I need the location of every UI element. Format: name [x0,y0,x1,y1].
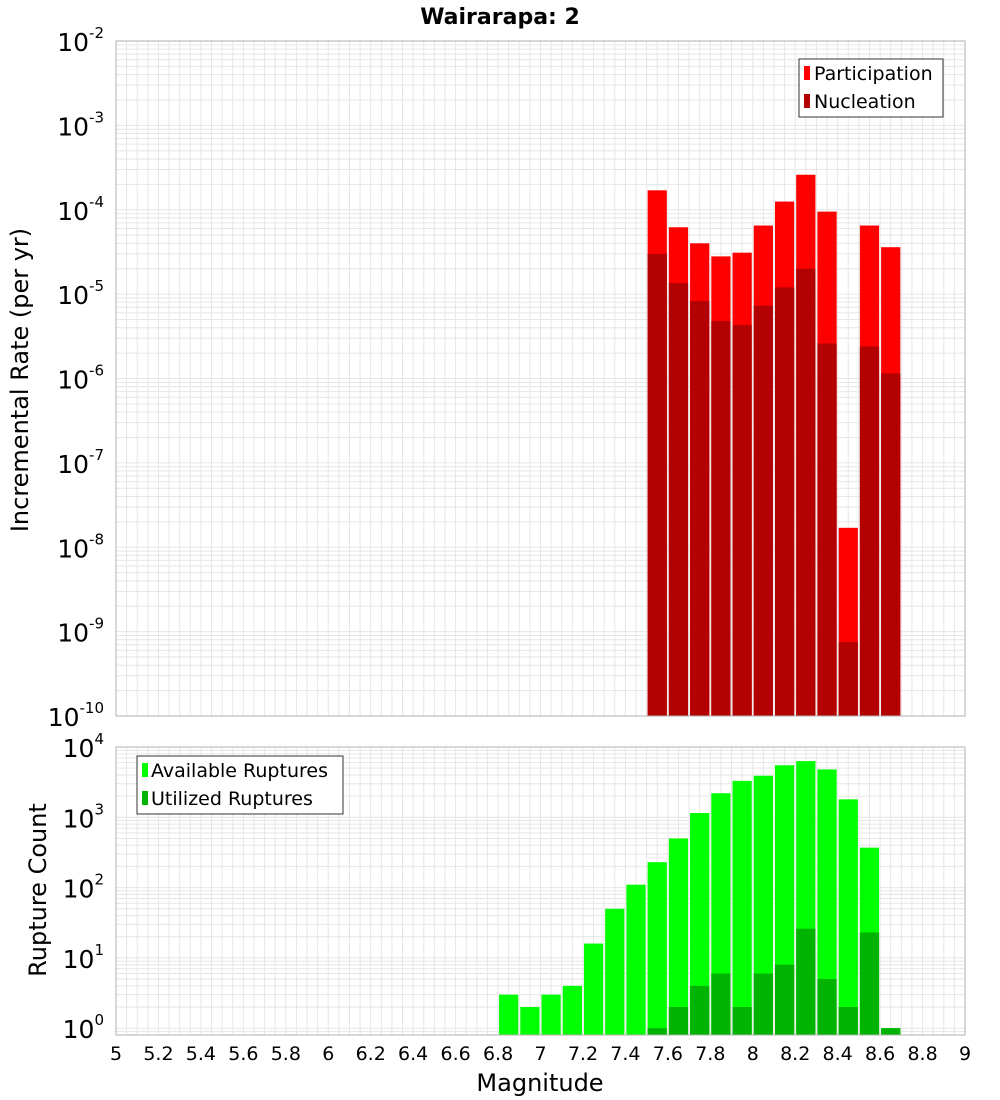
bar-available-ruptures [690,813,710,1035]
x-tick-label: 7.4 [610,1043,640,1065]
bar-utilized-ruptures [774,964,795,1035]
x-tick-label: 9 [959,1043,971,1065]
bar-nucleation [859,346,880,716]
top-panel-gridlines [115,40,966,717]
legend-swatch-available [142,763,148,777]
x-tick-label: 5.4 [186,1043,216,1065]
bottom-legend: Available Ruptures Utilized Ruptures [136,755,344,815]
bar-utilized-ruptures [838,1007,858,1035]
x-tick-label: 7.6 [653,1043,683,1065]
bar-nucleation [668,283,689,716]
legend-label-nucleation: Nucleation [814,91,916,113]
bar-available-ruptures [520,1007,540,1035]
legend-label-utilized: Utilized Ruptures [151,788,313,810]
x-tick-label: 8.2 [780,1043,810,1065]
bar-nucleation [647,253,667,716]
bar-nucleation [881,373,901,716]
x-tick-label: 8.6 [865,1043,895,1065]
bar-available-ruptures [647,862,667,1035]
bar-available-ruptures [817,769,837,1035]
legend-box [136,755,344,815]
bar-utilized-ruptures [690,985,710,1035]
x-tick-label: 7 [534,1043,546,1065]
bar-utilized-ruptures [753,973,773,1035]
bar-nucleation [796,268,816,716]
y-tick-label: 102 [63,871,104,904]
bar-available-ruptures [583,943,604,1035]
x-tick-label: 6.2 [356,1043,386,1065]
y-tick-label: 10-9 [57,615,104,648]
y-tick-label: 104 [63,730,104,763]
y-tick-label: 101 [63,941,104,974]
x-tick-label: 5.6 [228,1043,258,1065]
y-tick-label: 10-4 [57,193,104,226]
bottom-panel-bars [499,761,901,1035]
x-tick-label: 5.2 [143,1043,173,1065]
bar-nucleation [838,642,858,716]
bar-utilized-ruptures [796,928,816,1035]
x-tick-label: 6 [322,1043,334,1065]
bar-available-ruptures [541,994,561,1035]
legend-label-participation: Participation [814,63,933,85]
bar-available-ruptures [668,838,689,1035]
top-panel-bars [647,174,901,717]
x-tick-label: 8.4 [823,1043,853,1065]
bar-nucleation [774,287,795,716]
bar-nucleation [711,321,731,716]
bar-utilized-ruptures [668,1007,689,1035]
y-tick-label: 103 [63,800,104,833]
bar-nucleation [732,325,752,716]
x-tick-label: 6.6 [440,1043,470,1065]
y-tick-label: 10-2 [57,24,104,57]
bar-utilized-ruptures [817,979,837,1035]
top-panel-frame [115,40,966,717]
y-tick-label: 10-7 [57,446,104,479]
bar-utilized-ruptures [647,1028,667,1035]
bar-utilized-ruptures [732,1007,752,1035]
x-tick-label: 7.2 [568,1043,598,1065]
x-axis-ticks: 5 5.2 5.4 5.6 5.8 6 6.2 6.4 6.6 6.8 7 7.2 7.4 7.6 7.8 8… [110,1043,971,1065]
x-tick-label: 6.4 [398,1043,428,1065]
bar-available-ruptures [562,985,582,1035]
y-tick-label: 10-6 [57,362,104,395]
x-tick-label: 7.8 [695,1043,725,1065]
x-tick-label: 8.8 [907,1043,937,1065]
bottom-panel-y-ticks: 100 101 102 103 104 [63,730,104,1044]
bar-available-ruptures [753,775,773,1035]
bar-nucleation [690,300,710,716]
legend-label-available: Available Ruptures [151,760,328,782]
bar-available-ruptures [838,799,858,1035]
bar-available-ruptures [626,884,646,1035]
legend-swatch-nucleation [804,94,810,108]
bar-available-ruptures [499,994,519,1035]
y-tick-label: 10-8 [57,530,104,563]
x-axis-label: Magnitude [476,1069,603,1097]
bar-available-ruptures [605,908,625,1035]
legend-box [798,58,944,118]
y-tick-label: 10-3 [57,108,104,141]
bottom-y-axis-label: Rupture Count [24,803,52,977]
bar-nucleation [817,343,837,716]
chart-title: Wairarapa: 2 [420,5,580,30]
bar-available-ruptures [732,780,752,1035]
bar-utilized-ruptures [881,1028,901,1035]
bar-utilized-ruptures [859,932,880,1035]
y-tick-label: 10-5 [57,277,104,310]
top-panel-y-ticks: 10-10 10-9 10-8 10-7 10-6 10-5 10-4 10-3 10-2 [48,24,104,732]
top-legend: Participation Nucleation [798,58,944,118]
y-tick-label: 100 [63,1011,104,1044]
x-tick-label: 6.8 [483,1043,513,1065]
x-tick-label: 5.8 [271,1043,301,1065]
bottom-panel-frame [115,746,966,1036]
legend-swatch-utilized [142,791,148,805]
bar-utilized-ruptures [711,973,731,1035]
x-tick-label: 8 [747,1043,759,1065]
top-y-axis-label: Incremental Rate (per yr) [6,228,34,532]
bar-nucleation [753,305,773,716]
legend-swatch-participation [804,66,810,80]
x-tick-label: 5 [110,1043,122,1065]
y-tick-label: 10-10 [48,699,104,732]
